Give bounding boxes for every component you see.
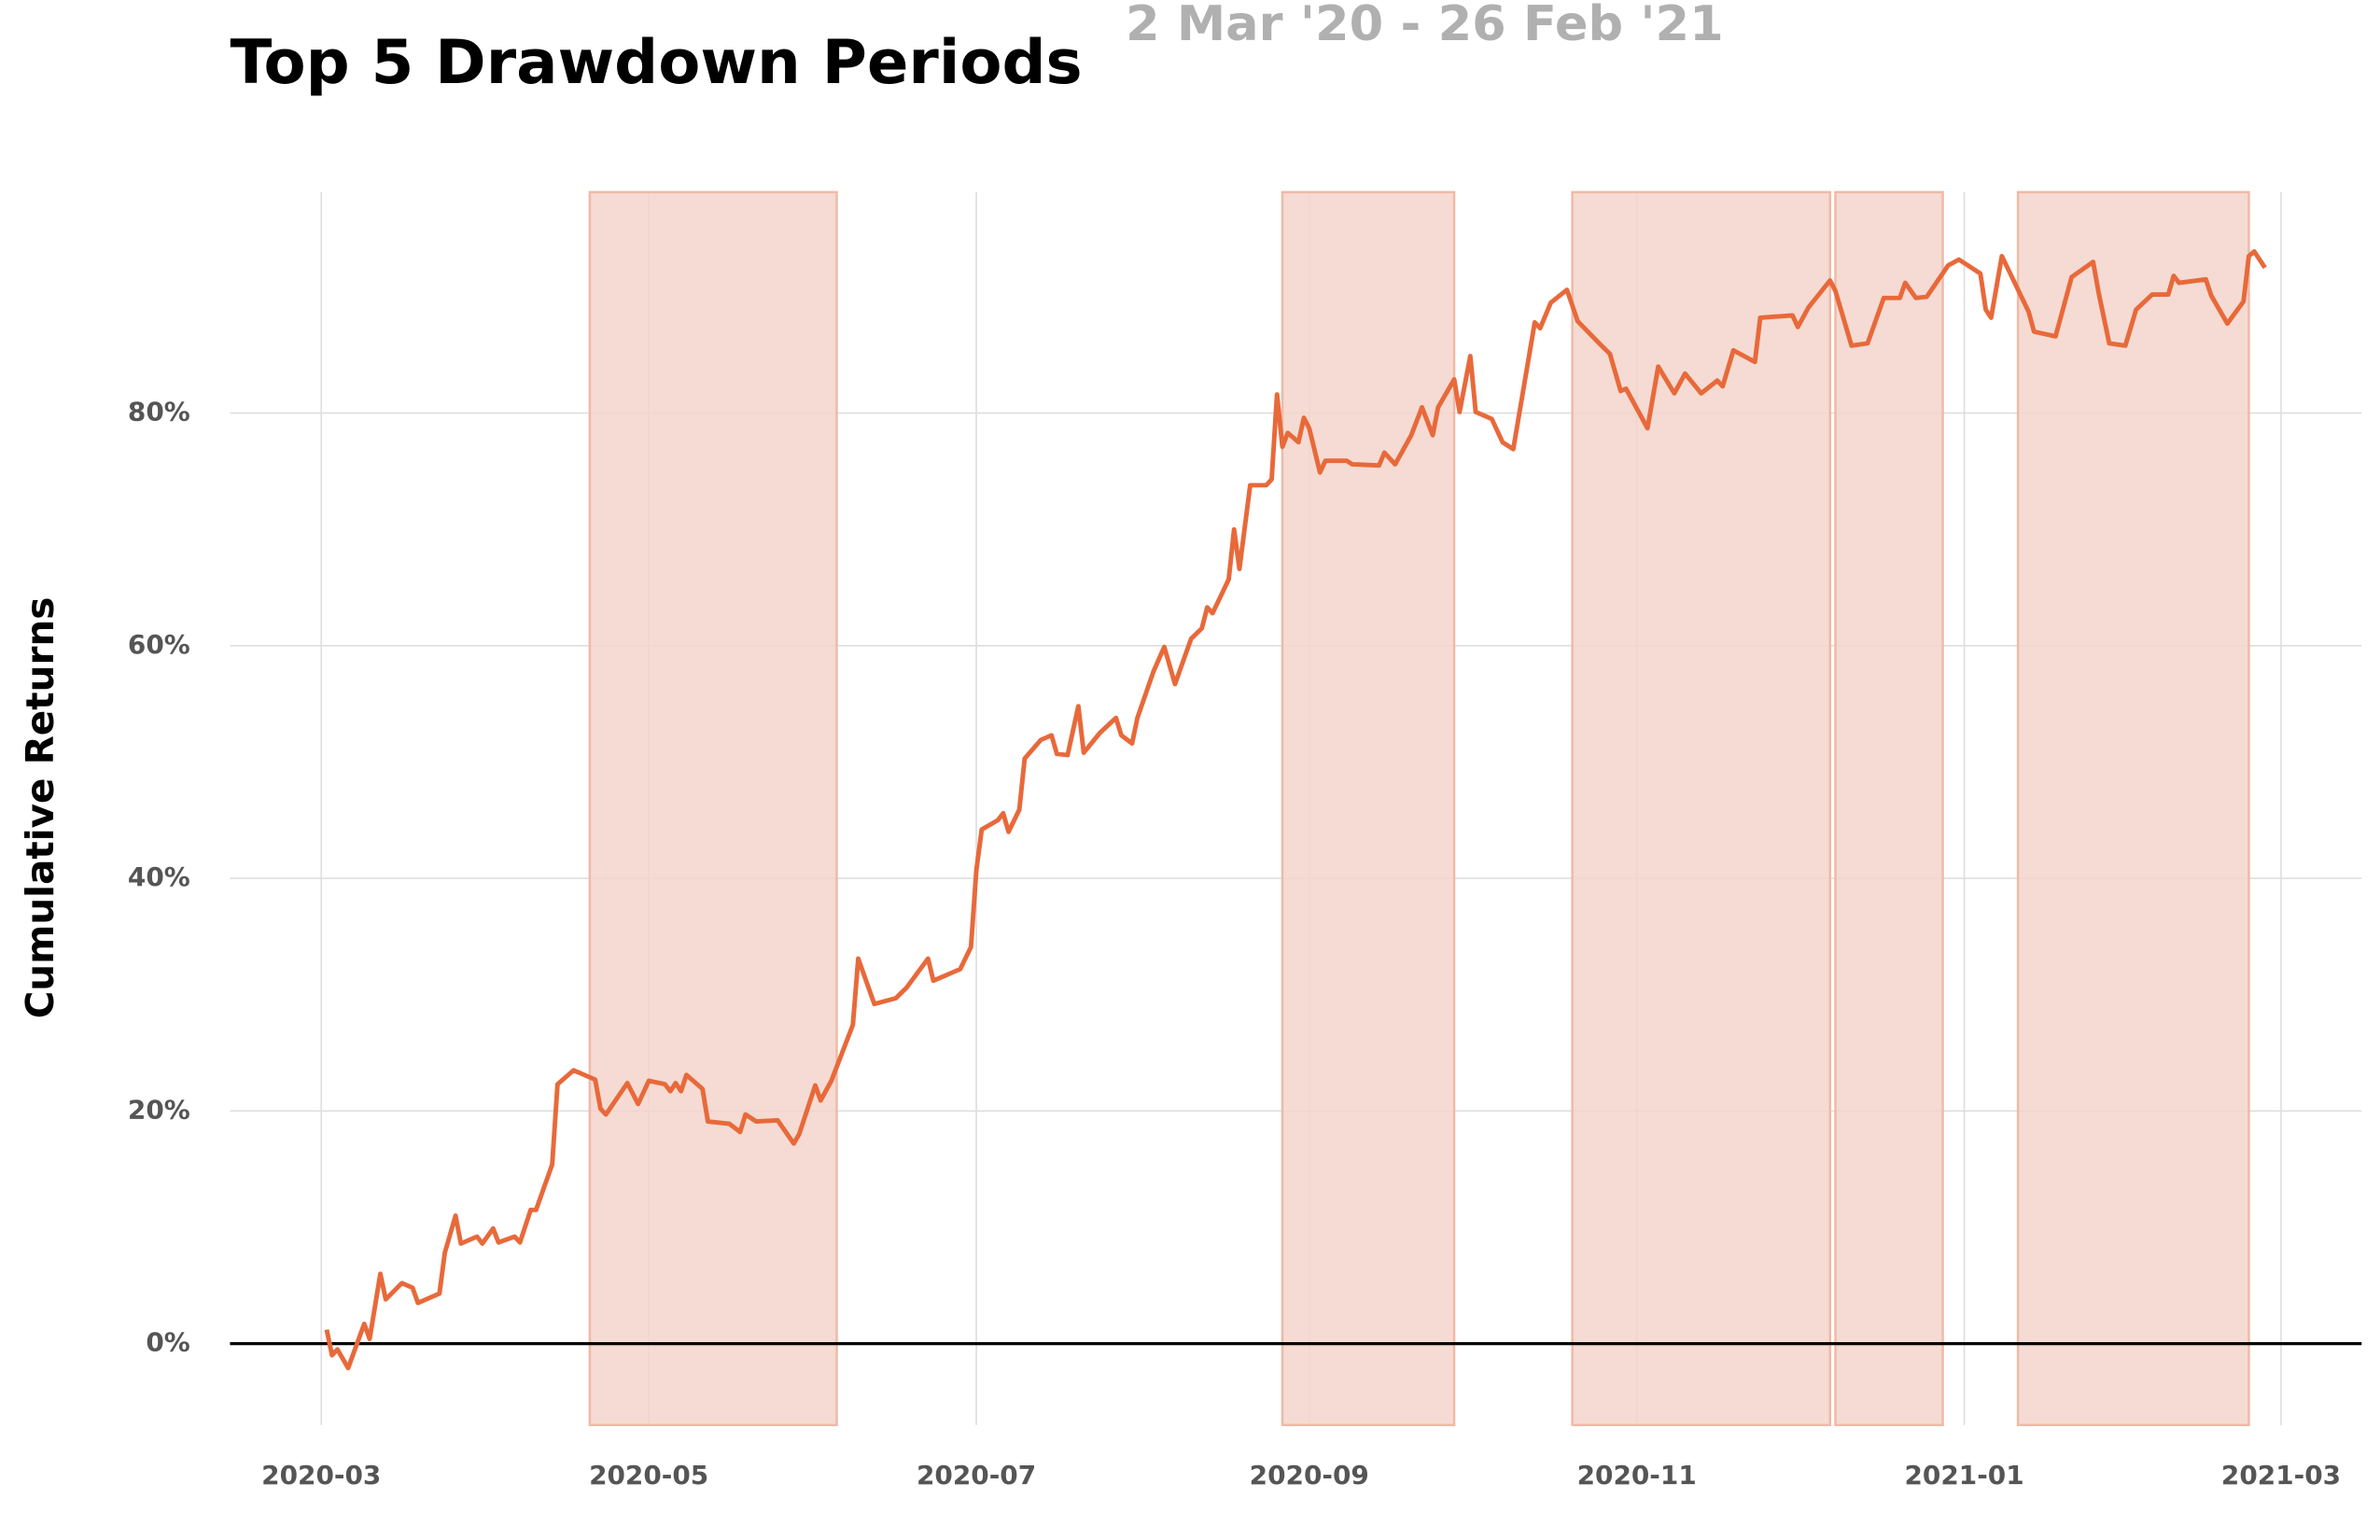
x-tick-label: 2020-09 [1250, 1460, 1369, 1491]
y-tick-label: 60% [128, 629, 190, 660]
returns-line [324, 248, 2267, 1371]
drawdown-period [1281, 190, 1456, 1427]
y-tick-label: 40% [128, 861, 190, 892]
chart-subtitle: 2 Mar '20 - 26 Feb '21 [1126, 0, 1724, 52]
y-axis-label: Cumulative Returns [18, 597, 63, 1019]
x-tick-label: 2020-05 [589, 1460, 708, 1491]
x-tick-label: 2021-01 [1905, 1460, 2024, 1491]
x-tick-label: 2020-03 [261, 1460, 381, 1491]
drawdown-period [1571, 190, 1831, 1427]
y-tick-label: 20% [128, 1094, 190, 1125]
drawdown-period [2016, 190, 2250, 1427]
x-tick-label: 2020-11 [1577, 1460, 1697, 1491]
y-tick-label: 0% [146, 1327, 189, 1358]
x-tick-label: 2020-07 [917, 1460, 1036, 1491]
drawdown-period [588, 190, 838, 1427]
y-tick-label: 80% [128, 397, 190, 427]
drawdown-period [1834, 190, 1944, 1427]
x-tick-label: 2021-03 [2221, 1460, 2341, 1491]
chart-title: Top 5 Drawdown Periods [230, 28, 1082, 98]
